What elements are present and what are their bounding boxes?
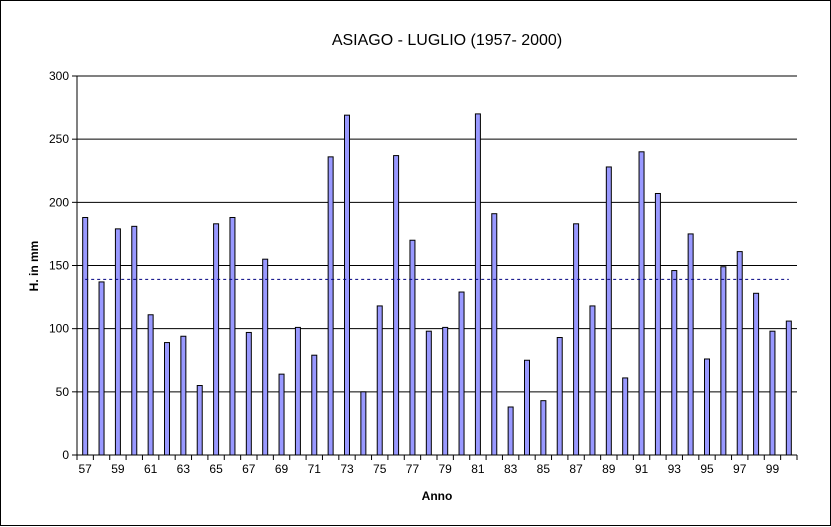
x-tick-label: 93 <box>668 462 682 476</box>
x-tick-label: 73 <box>340 462 354 476</box>
x-tick-label: 65 <box>209 462 223 476</box>
y-tick-label: 0 <box>62 448 69 462</box>
x-tick-label: 81 <box>471 462 485 476</box>
x-tick-label: 75 <box>373 462 387 476</box>
x-tick-label: 71 <box>308 462 322 476</box>
chart-title: ASIAGO - LUGLIO (1957- 2000) <box>332 32 562 49</box>
y-tick-label: 150 <box>49 259 69 273</box>
x-tick-label: 61 <box>144 462 158 476</box>
y-tick-label: 100 <box>49 322 69 336</box>
x-tick-labels: 57 59 61 63 65 67 69 71 73 75 77 79 81 83 85 87 89 91 93 95… <box>79 462 780 476</box>
bar <box>769 330 776 456</box>
x-tick-label: 63 <box>177 462 191 476</box>
bar <box>704 358 710 456</box>
bar <box>213 223 220 456</box>
y-tick-label: 200 <box>49 195 69 209</box>
bar <box>98 281 105 456</box>
x-tick-label: 77 <box>406 462 420 476</box>
x-tick-label: 59 <box>111 462 125 476</box>
y-tick-labels: 0 50 100 150 200 250 300 <box>49 69 69 462</box>
bar <box>654 192 661 456</box>
bar <box>589 305 596 456</box>
bar <box>540 400 547 456</box>
bar <box>638 151 645 456</box>
x-tick-label: 79 <box>439 462 453 476</box>
y-tick-label: 50 <box>56 385 70 399</box>
y-tick-label: 250 <box>49 132 69 146</box>
bar <box>294 326 301 456</box>
bar <box>671 270 678 456</box>
y-tick-label: 300 <box>49 69 69 83</box>
bar <box>524 359 530 456</box>
bar <box>229 216 236 456</box>
bar <box>785 320 792 456</box>
bar <box>507 406 514 456</box>
bar <box>180 335 187 456</box>
bar <box>458 291 465 456</box>
bar <box>327 156 334 456</box>
bar <box>720 266 727 456</box>
axes <box>72 75 798 460</box>
bar <box>736 251 743 456</box>
bar <box>491 213 498 456</box>
y-axis-title: H. in mm <box>27 241 41 292</box>
x-tick-label: 99 <box>766 462 780 476</box>
bar <box>622 377 629 456</box>
bar <box>376 305 383 456</box>
x-tick-label: 83 <box>504 462 518 476</box>
bar <box>360 391 367 456</box>
bar <box>311 354 318 456</box>
x-tick-label: 85 <box>537 462 551 476</box>
bars <box>82 113 792 456</box>
bar <box>344 114 350 456</box>
bar <box>82 216 89 456</box>
bar <box>196 385 203 456</box>
bar <box>556 337 563 456</box>
bar <box>442 326 449 456</box>
bar <box>114 228 121 456</box>
bar <box>687 233 694 456</box>
x-tick-label: 67 <box>242 462 256 476</box>
bar <box>245 331 252 456</box>
bar <box>753 292 760 456</box>
x-tick-label: 95 <box>700 462 714 476</box>
x-tick-label: 57 <box>79 462 93 476</box>
bar <box>409 239 416 456</box>
bar <box>131 225 138 456</box>
x-tick-label: 97 <box>733 462 747 476</box>
bar <box>262 258 269 456</box>
bar <box>147 314 154 456</box>
x-tick-label: 87 <box>569 462 583 476</box>
bar <box>425 330 432 456</box>
bar <box>278 373 285 456</box>
bar <box>164 342 170 456</box>
bar <box>605 166 612 456</box>
bar <box>474 113 481 456</box>
x-tick-label: 69 <box>275 462 289 476</box>
x-axis-title: Anno <box>422 489 453 503</box>
bar <box>573 223 580 456</box>
x-tick-label: 89 <box>602 462 616 476</box>
bar <box>393 155 400 456</box>
x-tick-label: 91 <box>635 462 649 476</box>
